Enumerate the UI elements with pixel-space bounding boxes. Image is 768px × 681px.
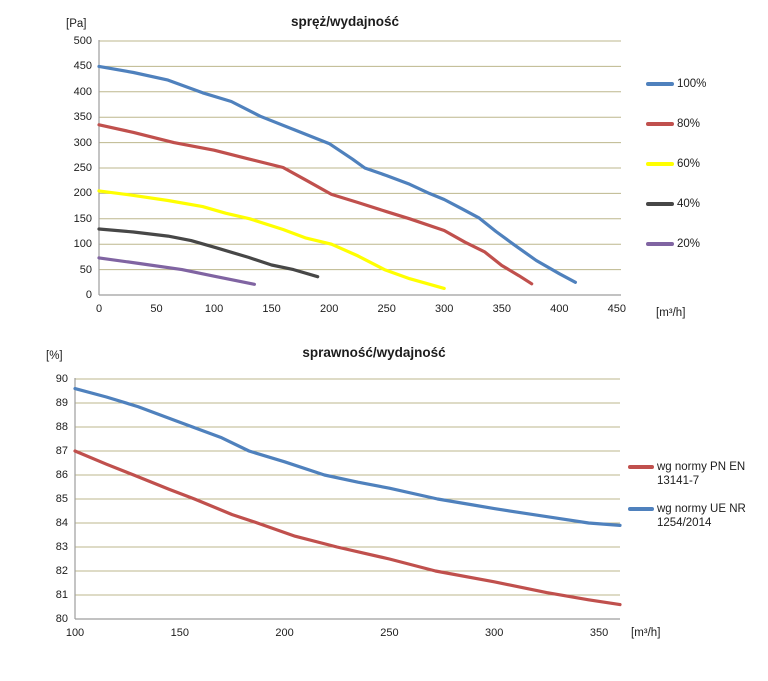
y-tick-label: 85 [55, 493, 68, 505]
x-tick-label: 250 [380, 627, 399, 639]
legend-swatch [646, 82, 674, 86]
legend-item: wg normy UE NR 1254/2014 [628, 502, 758, 531]
efficiency-chart-legend: wg normy PN EN 13141-7 wg normy UE NR 125… [628, 460, 758, 544]
x-tick-label: 150 [262, 303, 281, 315]
y-tick-label: 350 [73, 111, 92, 124]
pressure-plot-area [97, 40, 621, 296]
efficiency-plot-area [73, 378, 622, 620]
legend-swatch [646, 202, 674, 206]
y-tick-label: 82 [55, 565, 68, 577]
legend-swatch [628, 506, 654, 511]
y-tick-label: 86 [55, 469, 68, 481]
x-tick-label: 100 [204, 303, 224, 315]
x-tick-label: 400 [550, 303, 569, 315]
y-tick-label: 89 [55, 397, 68, 409]
legend-swatch [646, 242, 674, 246]
y-tick-label: 450 [73, 60, 92, 73]
x-tick-label: 0 [95, 303, 103, 315]
x-tick-label: 50 [150, 303, 163, 315]
x-tick-label: 300 [435, 303, 454, 315]
y-tick-label: 100 [73, 238, 92, 251]
x-tick-label: 150 [170, 627, 189, 639]
legend-item: 100% [646, 64, 706, 104]
legend-label: 80% [677, 118, 701, 130]
y-tick-label: 0 [85, 289, 92, 301]
pressure-chart-legend: 100% 80% 60% 40% 20% [646, 64, 706, 264]
pressure-chart-title: spręż/wydajność [290, 14, 400, 29]
x-tick-label: 200 [275, 627, 294, 639]
y-tick-label: 90 [55, 373, 68, 385]
legend-swatch [646, 162, 674, 166]
pressure-y-axis-unit-label: [Pa] [66, 18, 87, 30]
legend-swatch [646, 122, 674, 126]
y-tick-label: 83 [55, 541, 68, 553]
y-tick-label: 87 [55, 445, 68, 457]
y-tick-label: 88 [55, 421, 68, 433]
efficiency-x-axis-unit-label: [m³/h] [631, 627, 661, 639]
y-tick-label: 80 [55, 613, 68, 625]
efficiency-chart-title: sprawność/wydajność [302, 345, 446, 360]
pressure-x-axis-unit-label: [m³/h] [656, 307, 686, 319]
x-tick-label: 100 [65, 627, 85, 639]
y-tick-label: 150 [73, 212, 92, 225]
legend-label: 100% [677, 78, 707, 90]
legend-label: 40% [677, 198, 701, 210]
y-tick-label: 400 [73, 85, 92, 98]
y-tick-label: 50 [79, 263, 92, 276]
legend-swatch [628, 465, 654, 469]
legend-label: 20% [677, 238, 701, 250]
legend-item: 60% [646, 144, 706, 184]
x-tick-label: 300 [485, 627, 504, 639]
y-tick-label: 81 [55, 589, 68, 601]
legend-item: 80% [646, 104, 706, 144]
x-tick-label: 450 [607, 303, 627, 315]
x-tick-label: 350 [492, 303, 511, 315]
x-tick-label: 200 [319, 303, 339, 315]
legend-label: 60% [677, 158, 701, 170]
y-tick-label: 200 [73, 187, 92, 200]
x-tick-label: 250 [377, 303, 396, 315]
y-tick-label: 84 [55, 517, 68, 529]
efficiency-y-axis-unit-label: [%] [46, 350, 63, 362]
legend-item: 20% [646, 224, 706, 264]
x-tick-label: 350 [589, 627, 609, 639]
legend-label: wg normy PN EN 13141-7 [657, 461, 746, 488]
legend-label: wg normy UE NR 1254/2014 [657, 502, 746, 530]
legend-item: wg normy PN EN 13141-7 [628, 460, 758, 489]
y-tick-label: 500 [73, 35, 92, 47]
y-tick-label: 250 [73, 162, 92, 174]
legend-item: 40% [646, 184, 706, 224]
y-tick-label: 300 [73, 136, 92, 149]
